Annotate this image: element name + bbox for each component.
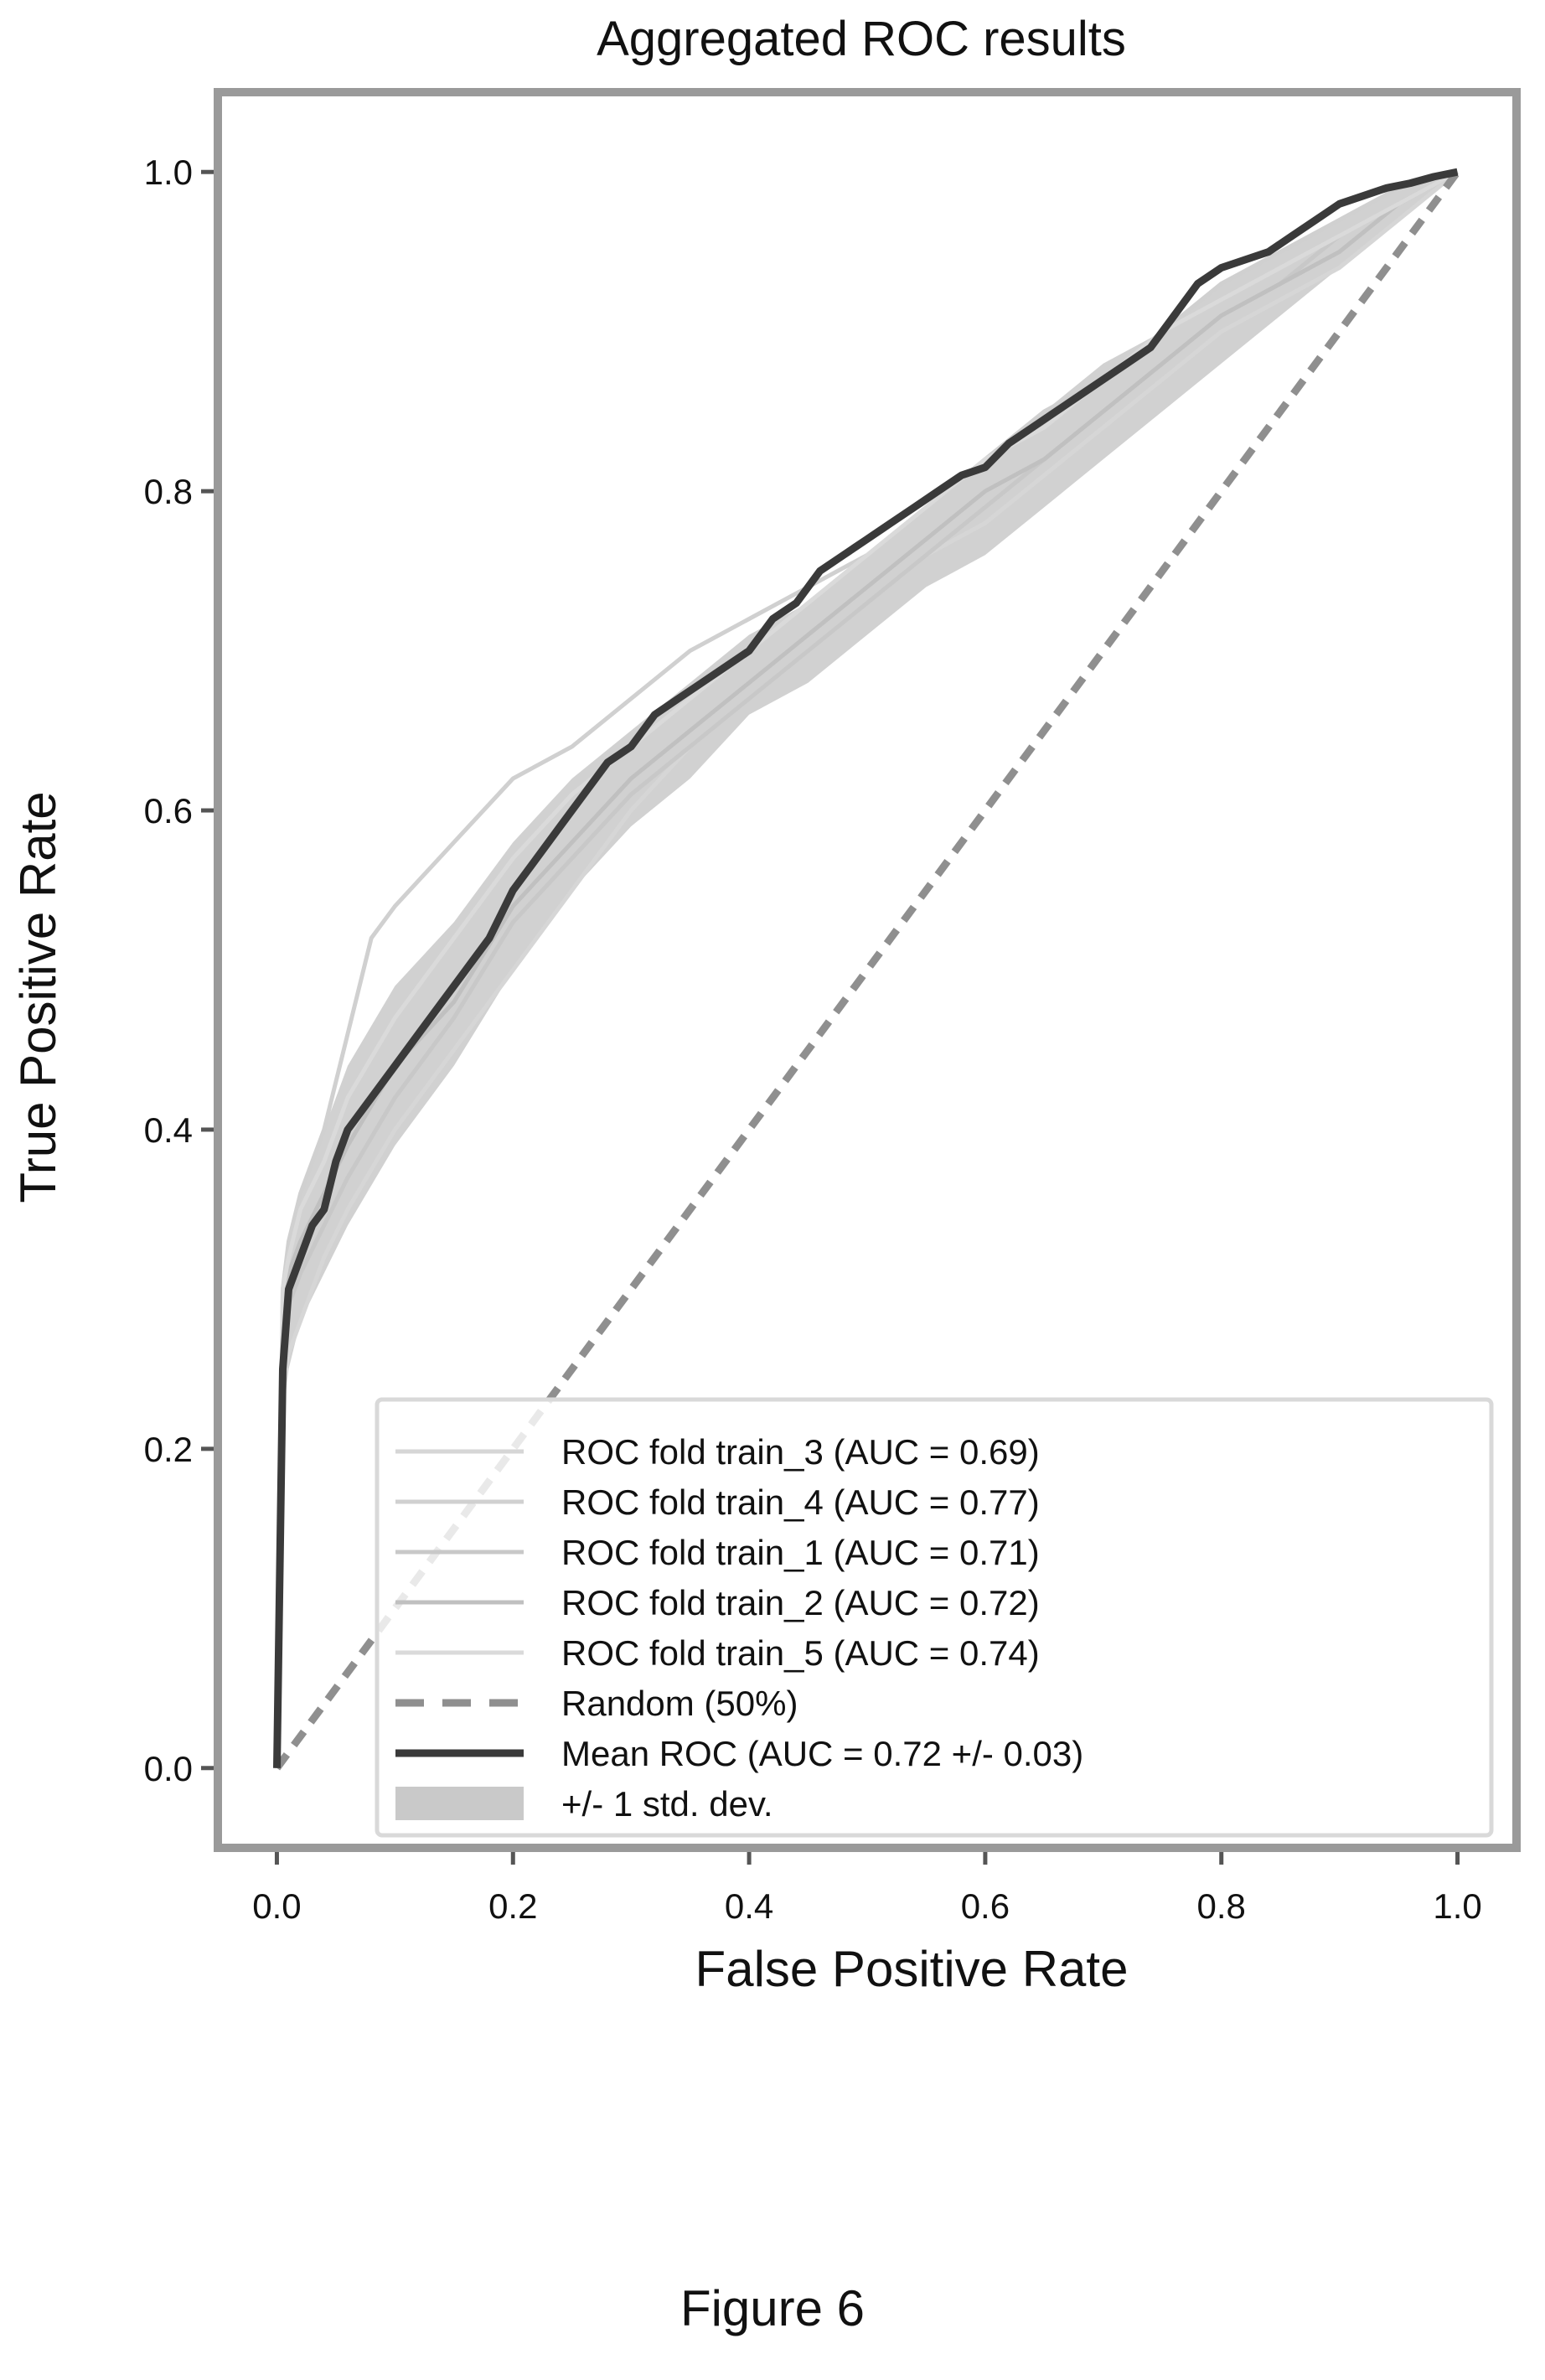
y-axis: 0.0 0.2 0.4 0.6 0.8 1.0 xyxy=(144,153,214,1788)
mean-line-layer xyxy=(273,168,1459,1768)
x-axis: 0.0 0.2 0.4 0.6 0.8 1.0 xyxy=(252,1852,1482,1926)
legend-box xyxy=(375,1397,1494,1838)
legend-label: Random (50%) xyxy=(561,1684,798,1723)
y-axis-label: True Positive Rate xyxy=(10,791,66,1203)
x-tick-label: 0.4 xyxy=(725,1886,773,1926)
fold-lines-layer xyxy=(275,169,1460,1768)
legend-label: Mean ROC (AUC = 0.72 +/- 0.03) xyxy=(561,1734,1083,1773)
y-tick-label: 0.8 xyxy=(144,472,193,511)
legend-swatch-band xyxy=(395,1787,524,1820)
legend-label: ROC fold train_4 (AUC = 0.77) xyxy=(561,1482,1040,1522)
y-tick-label: 0.0 xyxy=(144,1749,193,1788)
y-tick-label: 0.4 xyxy=(144,1110,193,1150)
legend-label: ROC fold train_3 (AUC = 0.69) xyxy=(561,1432,1040,1472)
plot-frame xyxy=(214,88,1521,1852)
x-tick-label: 0.6 xyxy=(961,1886,1010,1926)
x-tick-label: 0.0 xyxy=(252,1886,301,1926)
fold-roc-line-2 xyxy=(275,169,1459,1768)
x-tick-label: 1.0 xyxy=(1433,1886,1481,1926)
legend-label: +/- 1 std. dev. xyxy=(561,1784,773,1824)
legend: ROC fold train_3 (AUC = 0.69) ROC fold tr… xyxy=(375,1397,1494,1838)
chart-title: Aggregated ROC results xyxy=(597,12,1126,66)
legend-label: ROC fold train_2 (AUC = 0.72) xyxy=(561,1583,1040,1622)
legend-label: ROC fold train_1 (AUC = 0.71) xyxy=(561,1533,1040,1572)
legend-label: ROC fold train_5 (AUC = 0.74) xyxy=(561,1633,1040,1673)
random-line xyxy=(273,169,1461,1771)
y-tick-label: 0.6 xyxy=(144,791,193,830)
x-tick-label: 0.2 xyxy=(488,1886,537,1926)
fold-roc-line-4 xyxy=(275,170,1459,1768)
y-tick-label: 0.2 xyxy=(144,1430,193,1469)
mean-roc-line xyxy=(273,168,1459,1768)
figure-caption: Figure 6 xyxy=(679,2280,866,2336)
x-axis-label: False Positive Rate xyxy=(695,1941,1129,1997)
random-line-layer xyxy=(273,169,1461,1771)
x-tick-label: 0.8 xyxy=(1197,1886,1246,1926)
y-tick-label: 1.0 xyxy=(144,153,193,192)
